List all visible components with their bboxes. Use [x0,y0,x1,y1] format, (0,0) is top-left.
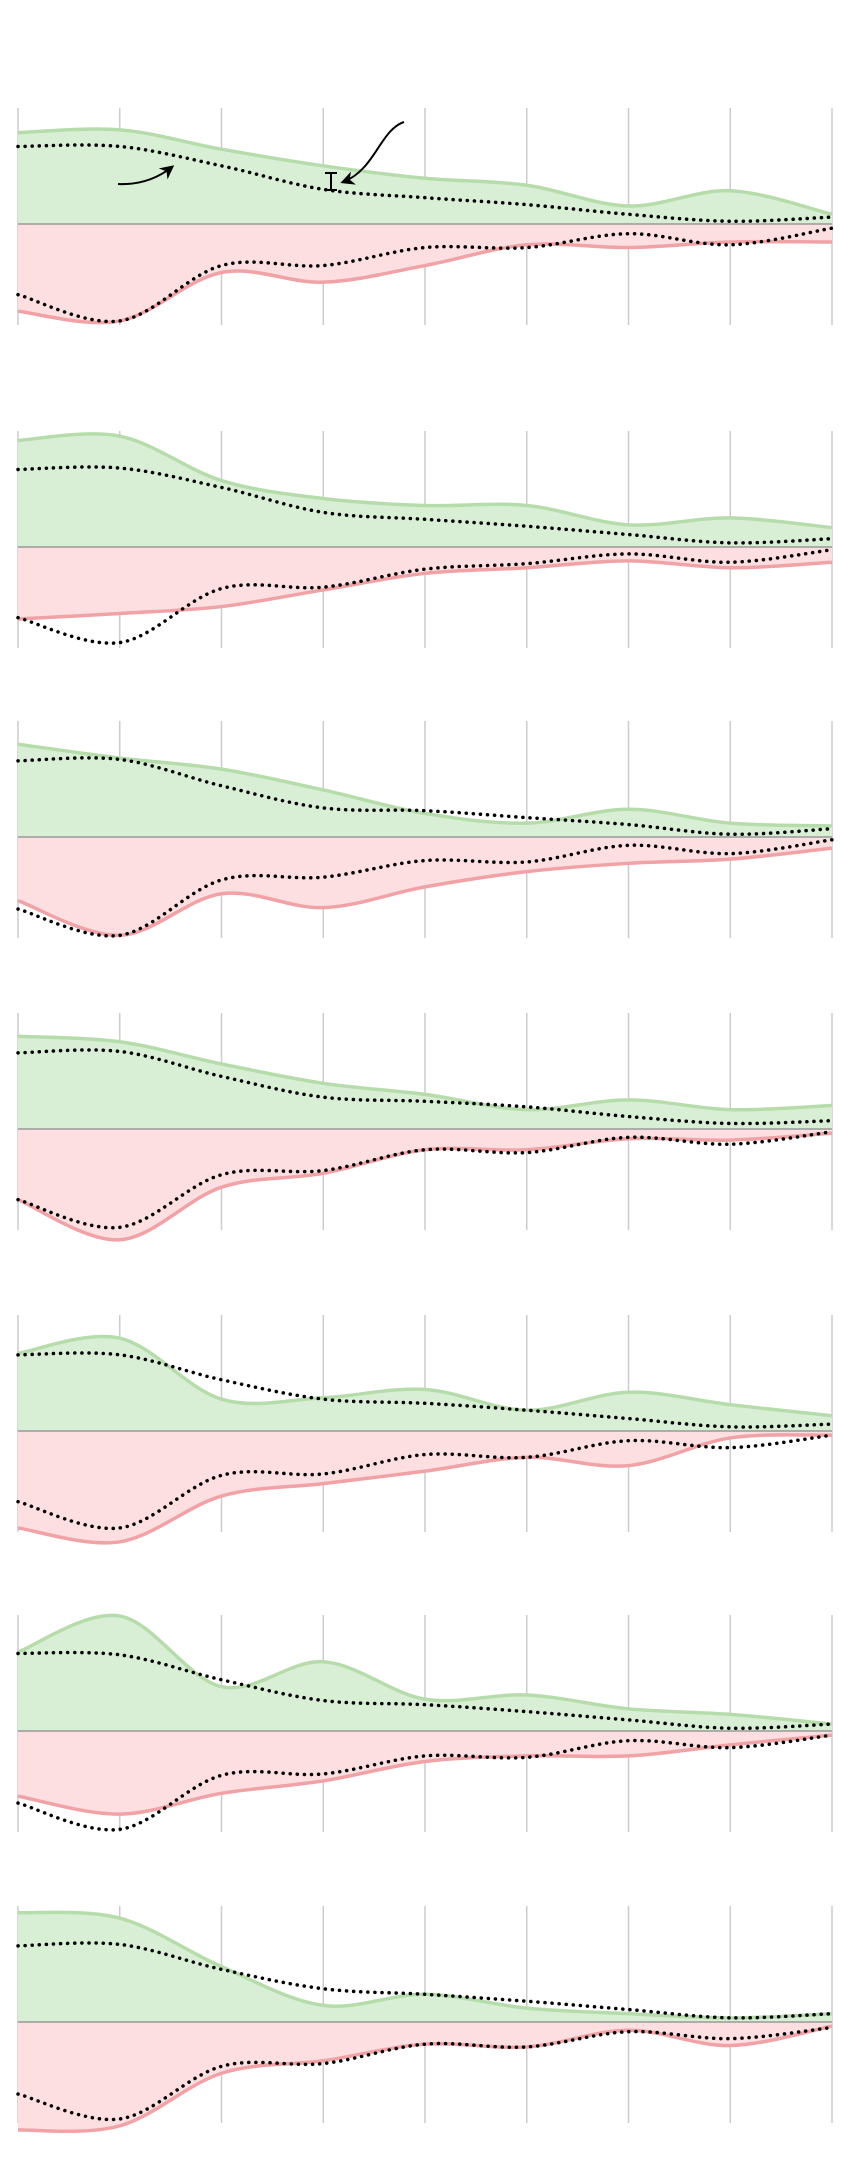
positive-dotted-line [16,1941,834,2020]
negative-dotted-line [16,548,834,645]
positive-line [17,742,833,828]
positive-area [18,1336,832,1431]
negative-area [18,224,832,323]
positive-area [18,128,832,224]
positive-area [18,1615,832,1731]
positive-dotted-line [16,1351,834,1429]
positive-area [18,1912,832,2022]
panel-2 [16,431,834,648]
negative-line [17,239,833,325]
panel-1 [16,108,834,325]
negative-dotted-line [16,226,834,324]
negative-line [17,559,833,621]
positive-line [17,432,833,530]
negative-line [17,1733,833,1816]
positive-line [17,1613,833,1726]
positive-dotted-line [16,1650,834,1731]
negative-dotted-line [16,1733,834,1832]
positive-dotted-line [16,756,834,837]
negative-area [18,1731,832,1815]
annotation-gap-marker [325,172,337,191]
positive-line [17,1334,833,1418]
negative-area [18,1431,832,1543]
negative-area [18,2022,832,2132]
panel-6 [16,1613,834,1832]
panel-7 [16,1906,834,2134]
negative-dotted-line [16,1130,834,1230]
negative-dotted-line [16,1433,834,1531]
positive-area [18,1036,832,1129]
positive-dotted-line [16,1048,834,1126]
negative-area [18,1129,832,1240]
panel-4 [16,1013,834,1242]
panel-3 [16,721,834,938]
positive-dotted-line [16,143,834,224]
panel-5 [16,1315,834,1545]
positive-area [18,744,832,837]
positive-area [18,433,832,547]
negative-dotted-line [16,2025,834,2122]
negative-dotted-line [16,838,834,938]
positive-line [17,1034,833,1112]
annotation-arrow [117,165,175,186]
negative-line [17,846,833,938]
annotation-arrow [340,121,405,185]
positive-dotted-line [16,465,834,545]
positive-line [17,127,833,217]
negative-area [18,547,832,620]
